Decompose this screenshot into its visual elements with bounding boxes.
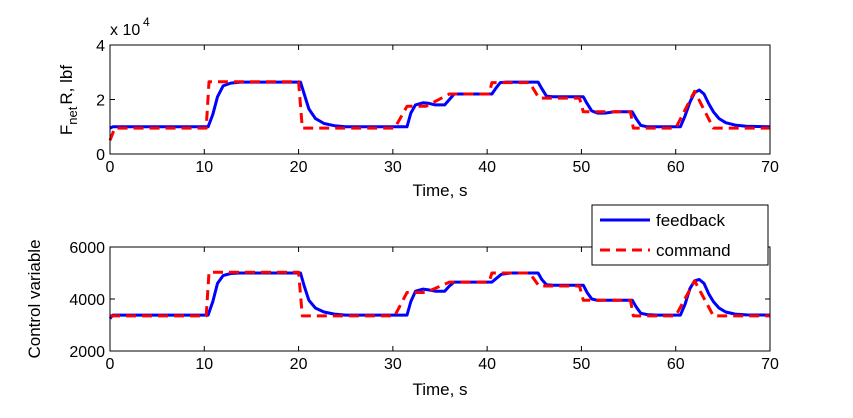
bottom-series-group	[108, 270, 771, 320]
top-ylabel: FnetR, lbf	[57, 65, 80, 135]
bottom-xtick-label: 0	[106, 356, 115, 373]
top-xlabel: Time, s	[412, 181, 467, 200]
top-ytick-label: 2	[96, 93, 105, 110]
top-exponent-label: x 10	[110, 22, 140, 39]
top-panel: 0 10 20 30 40 50 60 70 0 2 4 x 10 4 FnetR, lbf Tim…	[57, 15, 779, 200]
bottom-series-command	[110, 270, 770, 318]
top-exponent: x 10 4	[110, 15, 150, 39]
bottom-xtick-label: 40	[478, 356, 496, 373]
bottom-xtick-label: 20	[290, 356, 308, 373]
top-xtick-label: 20	[290, 159, 308, 176]
top-xtick-label: 40	[478, 159, 496, 176]
top-ylabel-sub: net	[65, 106, 80, 124]
top-ticks-group: 0 10 20 30 40 50 60 70 0 2 4	[96, 38, 779, 176]
legend-box	[591, 204, 769, 266]
bottom-xlabel: Time, s	[412, 380, 467, 399]
bottom-ticks-group: 0 10 20 30 40 50 60 70 2000 4000 6000	[69, 240, 779, 373]
top-ytick-label: 4	[96, 38, 105, 55]
top-ylabel-rest: R, lbf	[57, 65, 76, 105]
bottom-xtick-label: 10	[195, 356, 213, 373]
bottom-ylabel: Control variable	[25, 239, 44, 358]
top-exponent-power: 4	[143, 15, 150, 29]
top-ylabel-main: F	[57, 125, 76, 135]
top-xtick-label: 50	[573, 159, 591, 176]
bottom-xtick-label: 70	[761, 356, 779, 373]
bottom-ytick-label: 4000	[69, 292, 105, 309]
top-xtick-label: 10	[195, 159, 213, 176]
top-series-command	[108, 80, 770, 141]
top-xtick-label: 30	[384, 159, 402, 176]
legend: feedback command	[591, 204, 769, 266]
top-xtick-label: 60	[667, 159, 685, 176]
top-series-group	[108, 80, 771, 141]
bottom-ytick-label: 2000	[69, 344, 105, 361]
bottom-panel: 0 10 20 30 40 50 60 70 2000 4000 6000 Control vari…	[25, 204, 779, 399]
bottom-ytick-label: 6000	[69, 240, 105, 257]
top-xtick-label: 0	[106, 159, 115, 176]
svg-text:FnetR, lbf: FnetR, lbf	[57, 65, 80, 135]
top-ytick-label: 0	[96, 147, 105, 164]
legend-command-label: command	[656, 241, 731, 260]
top-xtick-label: 70	[761, 159, 779, 176]
bottom-xtick-label: 30	[384, 356, 402, 373]
legend-feedback-label: feedback	[656, 211, 725, 230]
bottom-xtick-label: 50	[573, 356, 591, 373]
bottom-xtick-label: 60	[667, 356, 685, 373]
